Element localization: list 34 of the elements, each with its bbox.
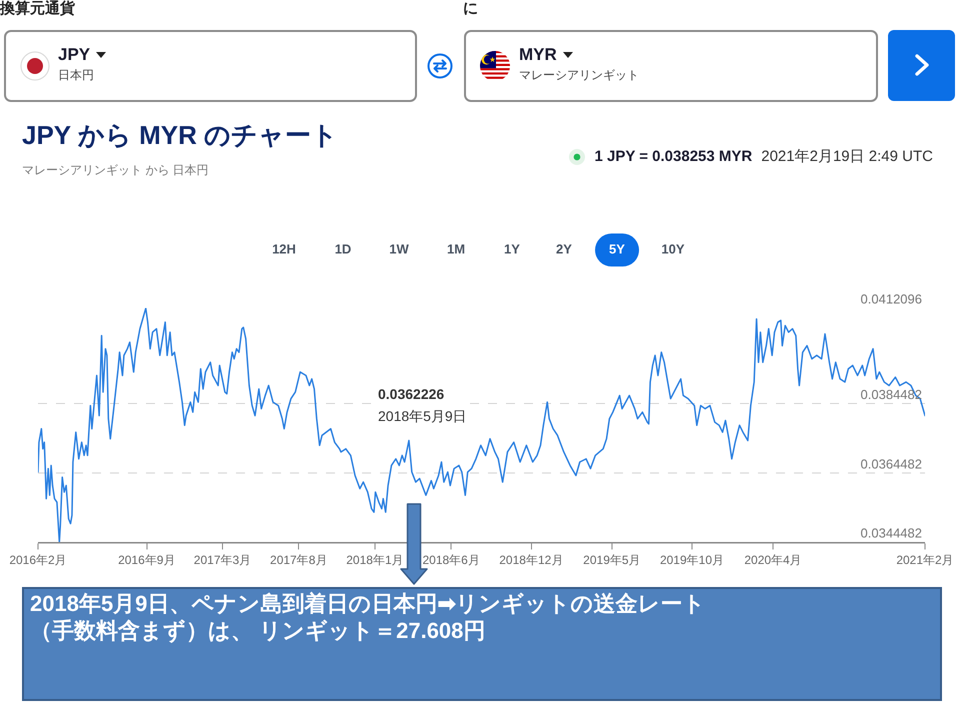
- x-tick-label: 2019年10月: [660, 552, 724, 567]
- x-tick-label: 2018年12月: [499, 552, 564, 567]
- text: 2Y: [556, 242, 572, 258]
- text: 5Y: [595, 234, 639, 266]
- text: 1M: [446, 242, 466, 258]
- x-tick-label: 2016年9月: [118, 552, 176, 567]
- x-tick-label: 2018年1月: [346, 552, 404, 567]
- text: 1Y: [504, 242, 520, 258]
- text: 1 JPY = 0.038253 MYR: [594, 148, 752, 166]
- text: 1W: [389, 242, 409, 258]
- y-tick-label: 0.0364482: [860, 456, 922, 472]
- text: MYR: [519, 45, 557, 65]
- annotation: 0.0362226 2018年5月9日: [378, 384, 467, 428]
- x-tick-label: 2021年2月: [896, 552, 954, 567]
- x-tick-label: 2020年4月: [744, 552, 802, 567]
- text: に: [463, 0, 478, 18]
- text: マレーシアリンギット: [519, 68, 639, 83]
- text: 10Y: [661, 242, 685, 258]
- text: 換算元通貨: [0, 0, 75, 18]
- text: JPY: [58, 45, 90, 65]
- x-tick-label: 2016年2月: [9, 552, 67, 567]
- text: 1D: [334, 242, 352, 258]
- x-tick-label: 2018年6月: [422, 552, 480, 567]
- y-tick-label: 0.0344482: [860, 526, 922, 541]
- x-tick-label: 2019年5月: [583, 552, 641, 567]
- y-tick-label: 0.0412096: [860, 292, 922, 307]
- text: 2021年2月19日 2:49 UTC: [761, 148, 933, 166]
- text: 12H: [272, 242, 296, 258]
- chart-title: JPY から MYR のチャート: [22, 120, 338, 151]
- chart-subtitle: マレーシアリンギット から 日本円: [22, 163, 209, 178]
- x-tick-label: 2017年8月: [270, 552, 328, 567]
- text: 2018年5月9日、ペナン島到着日の日本円➡リンギットの送金レート（手数料含まず）は、 リンギット＝27.608円: [30, 591, 706, 645]
- x-tick-label: 2017年3月: [194, 552, 252, 567]
- text: 日本円: [58, 68, 94, 83]
